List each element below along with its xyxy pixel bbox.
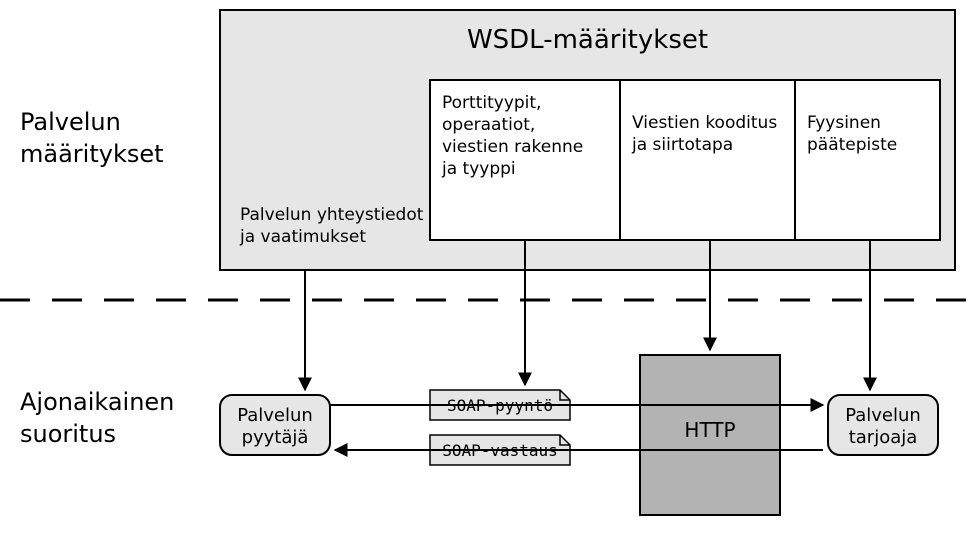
requester-node-line1: Palvelun <box>237 405 313 426</box>
section-bottom-line2: suoritus <box>20 420 116 448</box>
wsdl-col1-line3: viestien rakenne <box>442 137 583 157</box>
wsdl-col2-line1: Viestien kooditus <box>632 113 777 133</box>
wsdl-col1-line4: ja tyyppi <box>441 159 516 179</box>
wsdl-col1-line1: Porttityypit, <box>442 93 541 113</box>
requester-node-line2: pyytäjä <box>242 427 309 448</box>
section-top-line2: määritykset <box>20 140 164 168</box>
wsdl-title: WSDL-määritykset <box>467 25 708 55</box>
wsdl-col1-line2: operaatiot, <box>442 115 535 135</box>
wsdl-col3-line2: päätepiste <box>807 135 897 155</box>
wsdl-col3-line1: Fyysinen <box>807 113 881 133</box>
provider-node-line2: tarjoaja <box>849 427 918 448</box>
wsdl-col2-line2: ja siirtotapa <box>631 135 733 155</box>
provider-node-line1: Palvelun <box>845 405 921 426</box>
wsdl-left-text-2: ja vaatimukset <box>239 227 366 247</box>
section-top-line1: Palvelun <box>20 108 121 136</box>
http-label: HTTP <box>684 418 735 442</box>
section-bottom-line1: Ajonaikainen <box>20 388 174 416</box>
wsdl-left-text-1: Palvelun yhteystiedot <box>240 205 424 225</box>
